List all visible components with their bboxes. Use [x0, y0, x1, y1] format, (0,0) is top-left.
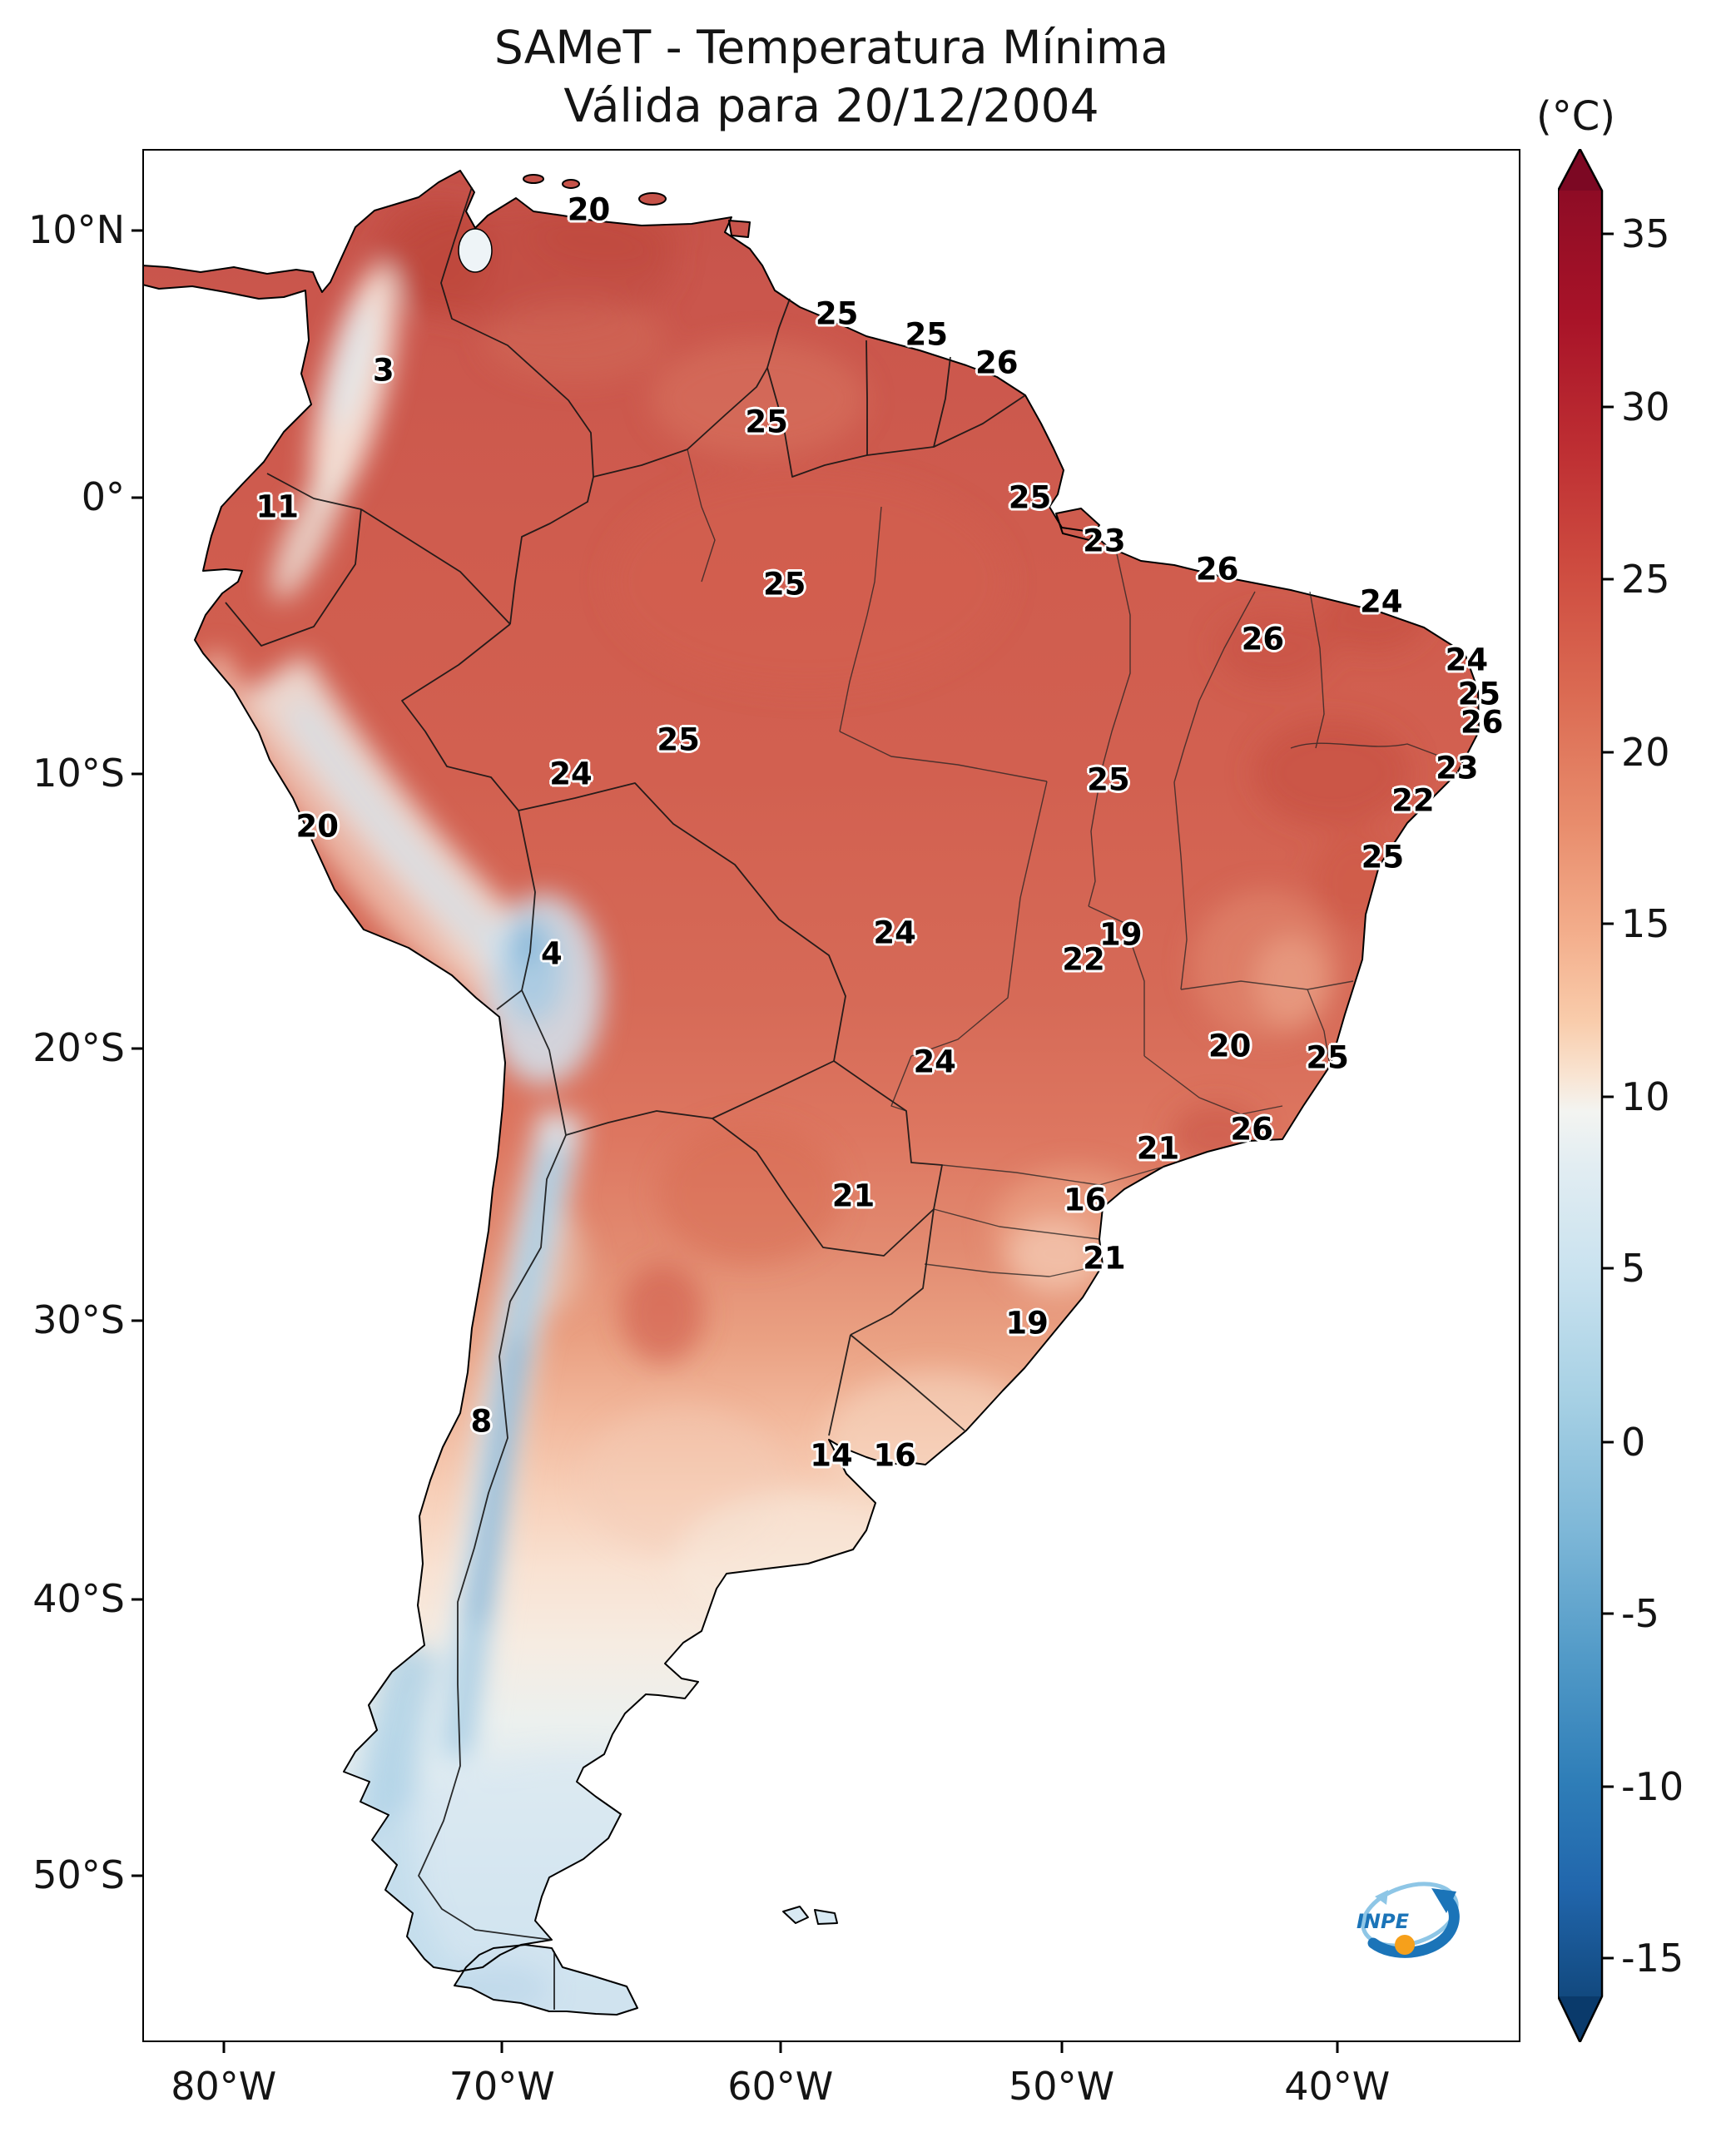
station-temp-label: 25 [1457, 676, 1501, 712]
station-temp-label: 25 [1008, 479, 1052, 516]
x-axis-tick-label: 40°W [1284, 2064, 1391, 2109]
station-temp-label: 26 [975, 345, 1019, 381]
colorbar-tick-label: -15 [1621, 1936, 1684, 1981]
inpe-logo-icon: INPE [1357, 1882, 1460, 1959]
station-temp-label: 16 [1063, 1182, 1107, 1218]
y-axis-tick-label: 0° [81, 474, 125, 519]
station-temp-label: 16 [873, 1437, 916, 1474]
station-temp-label: 11 [255, 488, 300, 525]
colorbar-tick-mark [1602, 1095, 1614, 1098]
colorbar-tick-label: 35 [1621, 211, 1670, 257]
station-temp-label: 25 [1087, 761, 1130, 798]
station-temp-label: 25 [762, 566, 806, 602]
station-temp-label: 25 [1306, 1039, 1349, 1076]
colorbar-tick-mark [1602, 1785, 1614, 1788]
colorbar-tick-mark [1602, 751, 1614, 754]
station-temp-label: 21 [831, 1178, 875, 1214]
y-axis-tick-label: 10°S [32, 750, 125, 796]
station-temp-label: 23 [1436, 750, 1479, 786]
y-axis-tick-label: 50°S [32, 1852, 125, 1897]
station-temp-label: 24 [1359, 583, 1403, 620]
colorbar-tick-mark [1602, 578, 1614, 581]
y-axis-tick-label: 40°S [32, 1575, 125, 1621]
title-line1: SAMeT - Temperatura Mínima [494, 21, 1169, 74]
station-temp-label: 25 [815, 295, 859, 332]
colorbar-tick-mark [1602, 232, 1614, 236]
y-axis-tick-label: 10°N [28, 206, 125, 252]
map-plot: 20 25 25 26 3 25 11 25 23 25 26 24 26 24 25 26 25 24 23 25 2… [142, 149, 1520, 2042]
colorbar-tick-label: -10 [1621, 1764, 1684, 1810]
station-temp-label: 25 [657, 721, 700, 758]
station-temp-label: 21 [1136, 1130, 1180, 1167]
station-temp-label: 4 [540, 935, 563, 972]
south-america-map [142, 170, 1480, 2016]
y-axis-tick-label: 20°S [32, 1024, 125, 1070]
inpe-logo-text: INPE [1357, 1910, 1410, 1933]
colorbar-tick-mark [1602, 1440, 1614, 1444]
station-temp-label: 26 [1241, 621, 1285, 657]
station-temp-label: 19 [1099, 916, 1143, 953]
y-axis-tick-mark [131, 1047, 142, 1050]
station-temp-label: 25 [905, 316, 949, 353]
x-axis-tick-mark [222, 2042, 226, 2053]
colorbar-tick-label: 5 [1621, 1246, 1646, 1292]
figure-title: SAMeT - Temperatura Mínima Válida para 2… [142, 18, 1520, 136]
station-temp-label: 3 [372, 352, 394, 389]
station-temp-label: 22 [1062, 941, 1105, 978]
y-axis-tick-mark [131, 496, 142, 499]
y-axis-tick-mark [131, 1598, 142, 1601]
x-axis-tick-label: 50°W [1009, 2064, 1115, 2109]
station-temp-label: 24 [913, 1044, 956, 1080]
station-temp-label: 24 [549, 756, 593, 792]
station-temp-label: 25 [745, 404, 788, 440]
colorbar-tick-mark [1602, 1267, 1614, 1270]
colorbar-tick-label: 10 [1621, 1074, 1670, 1120]
y-axis-tick-mark [131, 229, 142, 232]
colorbar-tick-mark [1602, 922, 1614, 925]
station-temp-label: 25 [1361, 839, 1405, 875]
station-temp-label: 26 [1460, 704, 1504, 741]
station-temp-label: 24 [873, 915, 916, 951]
x-axis-tick-mark [500, 2042, 503, 2053]
colorbar-tick-label: -5 [1621, 1590, 1659, 1636]
x-axis-tick-mark [779, 2042, 782, 2053]
x-axis-tick-label: 80°W [171, 2064, 277, 2109]
station-temp-label: 24 [1445, 642, 1489, 678]
x-axis-tick-label: 70°W [449, 2064, 555, 2109]
x-axis-tick-label: 60°W [727, 2064, 834, 2109]
station-temp-label: 8 [470, 1403, 493, 1440]
inpe-logo: INPE [1350, 1872, 1475, 1973]
station-temp-label: 23 [1083, 523, 1126, 559]
station-temp-label: 19 [1005, 1305, 1049, 1341]
station-temp-label: 20 [1208, 1028, 1252, 1064]
colorbar-unit-label: (°C) [1536, 93, 1615, 140]
station-temp-label: 21 [1083, 1240, 1126, 1277]
colorbar-tick-mark [1602, 405, 1614, 409]
colorbar [1556, 146, 1613, 2045]
y-axis-tick-label: 30°S [32, 1297, 125, 1343]
colorbar-tick-label: 20 [1621, 729, 1670, 775]
y-axis-tick-mark [131, 1319, 142, 1322]
station-temp-label: 14 [810, 1437, 853, 1474]
colorbar-tick-label: 30 [1621, 384, 1670, 430]
colorbar-tick-label: 25 [1621, 556, 1670, 602]
station-labels-layer: 20 25 25 26 3 25 11 25 23 25 26 24 26 24 25 26 25 24 23 25 2… [142, 149, 1520, 2042]
station-temp-label: 26 [1230, 1111, 1273, 1148]
title-line2: Válida para 20/12/2004 [563, 79, 1099, 133]
colorbar-tick-mark [1602, 1956, 1614, 1960]
x-axis-tick-mark [1336, 2042, 1339, 2053]
colorbar-tick-label: 15 [1621, 901, 1670, 947]
station-temp-label: 20 [295, 808, 340, 845]
station-temp-label: 20 [567, 191, 611, 228]
colorbar-tick-mark [1602, 1612, 1614, 1615]
y-axis-tick-mark [131, 1874, 142, 1877]
station-temp-label: 22 [1391, 782, 1435, 819]
colorbar-tick-label: 0 [1621, 1419, 1646, 1465]
station-temp-label: 26 [1195, 551, 1239, 588]
x-axis-tick-mark [1060, 2042, 1064, 2053]
y-axis-tick-mark [131, 772, 142, 776]
